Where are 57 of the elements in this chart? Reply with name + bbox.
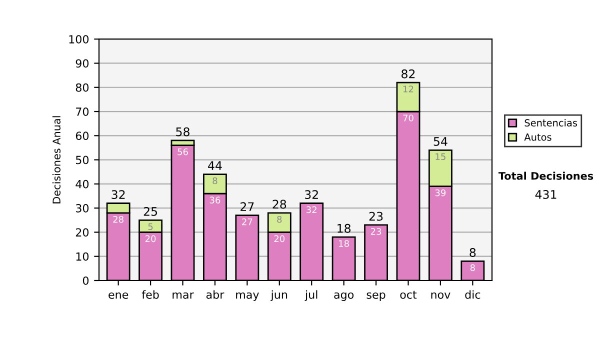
y-tick-label: 70 bbox=[76, 107, 89, 116]
data-label: 5 bbox=[148, 223, 153, 230]
total-label: 32 bbox=[304, 190, 318, 200]
x-tick-label: jun bbox=[270, 290, 288, 301]
data-label: 8 bbox=[212, 177, 218, 184]
y-tick-label: 50 bbox=[76, 156, 89, 164]
total-label: 25 bbox=[144, 207, 158, 216]
total-label: 8 bbox=[470, 248, 476, 257]
y-tick-label: 60 bbox=[76, 132, 89, 140]
data-label: 56 bbox=[178, 148, 188, 156]
y-tick-label: 10 bbox=[76, 252, 89, 261]
data-label: 27 bbox=[242, 218, 252, 226]
x-tick-label: nov bbox=[431, 292, 450, 299]
total-label: 28 bbox=[272, 200, 286, 209]
x-tick-label: may bbox=[236, 292, 259, 301]
text: Total Decisiones bbox=[498, 172, 594, 180]
y-tick-label: 0 bbox=[82, 276, 89, 285]
y-tick-label: 100 bbox=[69, 35, 89, 44]
y-tick-label: 90 bbox=[76, 59, 89, 68]
data-label: 8 bbox=[277, 216, 282, 223]
total-label: 44 bbox=[208, 161, 222, 170]
x-tick-label: sep bbox=[366, 292, 386, 301]
y-tick-label: 80 bbox=[76, 83, 89, 92]
data-label: 23 bbox=[370, 228, 382, 235]
legend-label: Sentencias bbox=[524, 118, 578, 127]
data-label: 32 bbox=[306, 206, 316, 214]
x-tick-label: ene bbox=[108, 292, 128, 299]
text: 431 bbox=[535, 190, 556, 199]
y-axis-title: Decisiones Anual bbox=[52, 116, 60, 204]
x-tick-label: dic bbox=[465, 290, 480, 299]
x-tick-label: feb bbox=[142, 290, 159, 299]
x-tick-label: jul bbox=[304, 290, 318, 301]
data-label: 20 bbox=[274, 235, 285, 242]
y-tick-label: 30 bbox=[76, 204, 89, 212]
total-label: 18 bbox=[338, 224, 351, 233]
data-label: 8 bbox=[470, 264, 475, 272]
y-tick-label: 20 bbox=[76, 228, 89, 237]
data-label: 12 bbox=[403, 86, 414, 92]
data-label: 20 bbox=[145, 235, 156, 242]
data-label: 70 bbox=[403, 114, 414, 122]
total-label: 27 bbox=[240, 202, 254, 211]
data-label: 15 bbox=[436, 153, 446, 160]
total-label: 58 bbox=[176, 127, 190, 136]
total-label: 23 bbox=[369, 212, 383, 221]
legend-label: Autos bbox=[524, 134, 552, 141]
x-tick-label: ago bbox=[334, 292, 354, 301]
x-tick-label: abr bbox=[206, 290, 224, 299]
data-label: 28 bbox=[113, 216, 124, 223]
data-label: 18 bbox=[339, 240, 349, 247]
data-label: 39 bbox=[435, 189, 446, 196]
total-label: 32 bbox=[112, 190, 125, 200]
x-tick-label: mar bbox=[172, 292, 194, 299]
total-label: 82 bbox=[402, 69, 415, 78]
x-tick-label: oct bbox=[400, 290, 417, 299]
data-label: 36 bbox=[210, 196, 220, 204]
y-tick-label: 40 bbox=[76, 180, 89, 188]
total-label: 54 bbox=[434, 137, 448, 146]
